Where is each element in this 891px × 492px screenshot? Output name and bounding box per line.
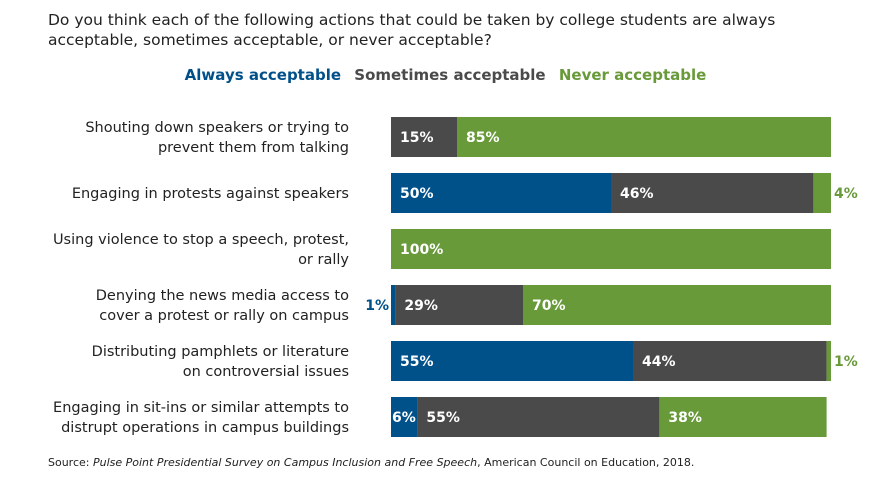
data-label-always: 1%: [365, 298, 389, 314]
bar-segment-never: [826, 341, 831, 381]
data-label-never: 100%: [400, 242, 443, 258]
data-label-never: 4%: [834, 186, 858, 202]
legend-never: Never acceptable: [558, 66, 707, 84]
source-note: Source: Pulse Point Presidential Survey …: [48, 456, 694, 469]
category-label: prevent them from talking: [158, 140, 349, 156]
bar-segment-sometimes: [611, 173, 814, 213]
data-label-always: 6%: [392, 410, 416, 426]
data-label-sometimes: 55%: [426, 410, 460, 426]
data-label-sometimes: 15%: [400, 130, 434, 146]
category-label: Engaging in sit-ins or similar attempts …: [53, 400, 349, 416]
legend: Always acceptable Sometimes acceptable N…: [0, 66, 891, 84]
category-label: Distributing pamphlets or literature: [92, 344, 349, 360]
bar-segment-sometimes: [391, 117, 457, 157]
bar-segment-never: [523, 285, 831, 325]
category-label: on controversial issues: [183, 364, 349, 380]
category-label: Using violence to stop a speech, protest…: [53, 232, 349, 248]
category-label: cover a protest or rally on campus: [99, 308, 349, 324]
bar-segment-never: [659, 397, 827, 437]
source-title: Pulse Point Presidential Survey on Campu…: [92, 456, 478, 469]
data-label-never: 38%: [668, 410, 702, 426]
data-label-never: 1%: [834, 354, 858, 370]
category-label: Engaging in protests against speakers: [72, 186, 349, 202]
legend-sometimes: Sometimes acceptable: [354, 66, 546, 84]
bar-segment-sometimes: [633, 341, 827, 381]
bar-segment-sometimes: [395, 285, 523, 325]
bar-segment-sometimes: [417, 397, 660, 437]
bar-segment-never: [813, 173, 831, 213]
bar-segment-never: [391, 229, 831, 269]
category-label: Shouting down speakers or trying to: [85, 120, 349, 136]
data-label-sometimes: 44%: [642, 354, 676, 370]
bar-segment-always: [391, 173, 611, 213]
data-label-sometimes: 46%: [620, 186, 654, 202]
data-label-always: 55%: [400, 354, 434, 370]
legend-always: Always acceptable: [184, 66, 342, 84]
data-label-always: 50%: [400, 186, 434, 202]
source-suffix: , American Council on Education, 2018.: [477, 456, 695, 469]
bar-segment-always: [391, 397, 418, 437]
category-label: Denying the news media access to: [96, 288, 349, 304]
data-label-never: 70%: [532, 298, 566, 314]
source-prefix: Source:: [48, 456, 93, 469]
data-label-never: 85%: [466, 130, 500, 146]
bar-segment-always: [391, 285, 396, 325]
bar-segment-never: [457, 117, 831, 157]
bar-segment-always: [391, 341, 633, 381]
chart-title: Do you think each of the following actio…: [48, 11, 776, 49]
category-label: or rally: [298, 252, 349, 268]
data-label-sometimes: 29%: [404, 298, 438, 314]
category-label: distrupt operations in campus buildings: [61, 420, 349, 436]
